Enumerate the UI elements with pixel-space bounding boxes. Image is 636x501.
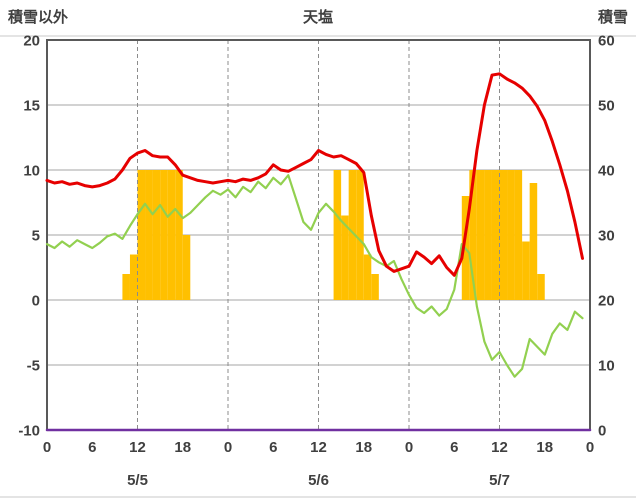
sunshine-bar (348, 170, 357, 300)
right-axis-tick-label: 0 (598, 423, 606, 440)
x-axis-date-label: 5/7 (489, 472, 510, 489)
x-axis-hour-label: 12 (310, 439, 327, 456)
x-axis-hour-label: 12 (491, 439, 508, 456)
sunshine-bar (175, 170, 183, 300)
sunshine-bar (476, 170, 485, 300)
sunshine-bar (152, 170, 161, 300)
sunshine-bar (499, 170, 508, 300)
sunshine-bar (333, 170, 342, 300)
x-axis-hour-label: 6 (88, 439, 96, 456)
right-axis-tick-label: 60 (598, 33, 615, 50)
left-axis-tick-label: 5 (32, 228, 40, 245)
sunshine-bar (341, 215, 349, 300)
sunshine-bar (371, 274, 379, 300)
temperature-line (45, 72, 584, 277)
sunshine-bar (182, 235, 191, 300)
left-axis-title: 積雪以外 (7, 8, 68, 26)
right-axis-tick-label: 50 (598, 98, 615, 115)
right-axis-tick-label: 30 (598, 228, 615, 245)
x-axis-date-label: 5/5 (127, 472, 148, 489)
page-title: 天塩 (303, 8, 333, 26)
sunshine-bar (491, 170, 500, 300)
sunshine-bar (507, 170, 515, 300)
x-axis-hour-label: 0 (43, 439, 51, 456)
sunshine-bar (356, 170, 364, 300)
left-axis-tick-label: 10 (23, 163, 40, 180)
left-axis-tick-label: 15 (23, 98, 40, 115)
sunshine-bar (469, 170, 477, 300)
x-axis-hour-label: 18 (355, 439, 372, 456)
left-axis-tick-label: -5 (27, 358, 40, 375)
sunshine-bar (529, 183, 538, 300)
sunshine-bar (160, 170, 168, 300)
sunshine-bar (122, 274, 130, 300)
x-axis-hour-label: 0 (586, 439, 594, 456)
sunshine-bar (514, 170, 523, 300)
x-axis-hour-label: 0 (224, 439, 232, 456)
right-axis-tick-label: 20 (598, 293, 615, 310)
x-axis-hour-label: 12 (129, 439, 146, 456)
x-axis-hour-label: 6 (269, 439, 277, 456)
x-axis-hour-label: 18 (174, 439, 191, 456)
x-axis-hour-label: 18 (536, 439, 553, 456)
x-axis-hour-label: 6 (450, 439, 458, 456)
left-axis-tick-label: 0 (32, 293, 40, 310)
right-axis-tick-label: 40 (598, 163, 615, 180)
left-axis-tick-label: -10 (18, 423, 40, 440)
sunshine-bar (522, 241, 530, 300)
sunshine-bar (145, 170, 153, 300)
left-axis-tick-label: 20 (23, 33, 40, 50)
sunshine-bar (167, 170, 176, 300)
right-axis-title: 積雪 (597, 8, 628, 26)
sunshine-bar (129, 254, 138, 300)
sunshine-bar (484, 170, 492, 300)
right-axis-tick-label: 10 (598, 358, 615, 375)
sunshine-bar (137, 170, 146, 300)
x-axis-date-label: 5/6 (308, 472, 329, 489)
x-axis-hour-label: 0 (405, 439, 413, 456)
sunshine-bar (537, 274, 545, 300)
green-series-line (45, 174, 584, 378)
sunshine-bar (363, 254, 372, 300)
